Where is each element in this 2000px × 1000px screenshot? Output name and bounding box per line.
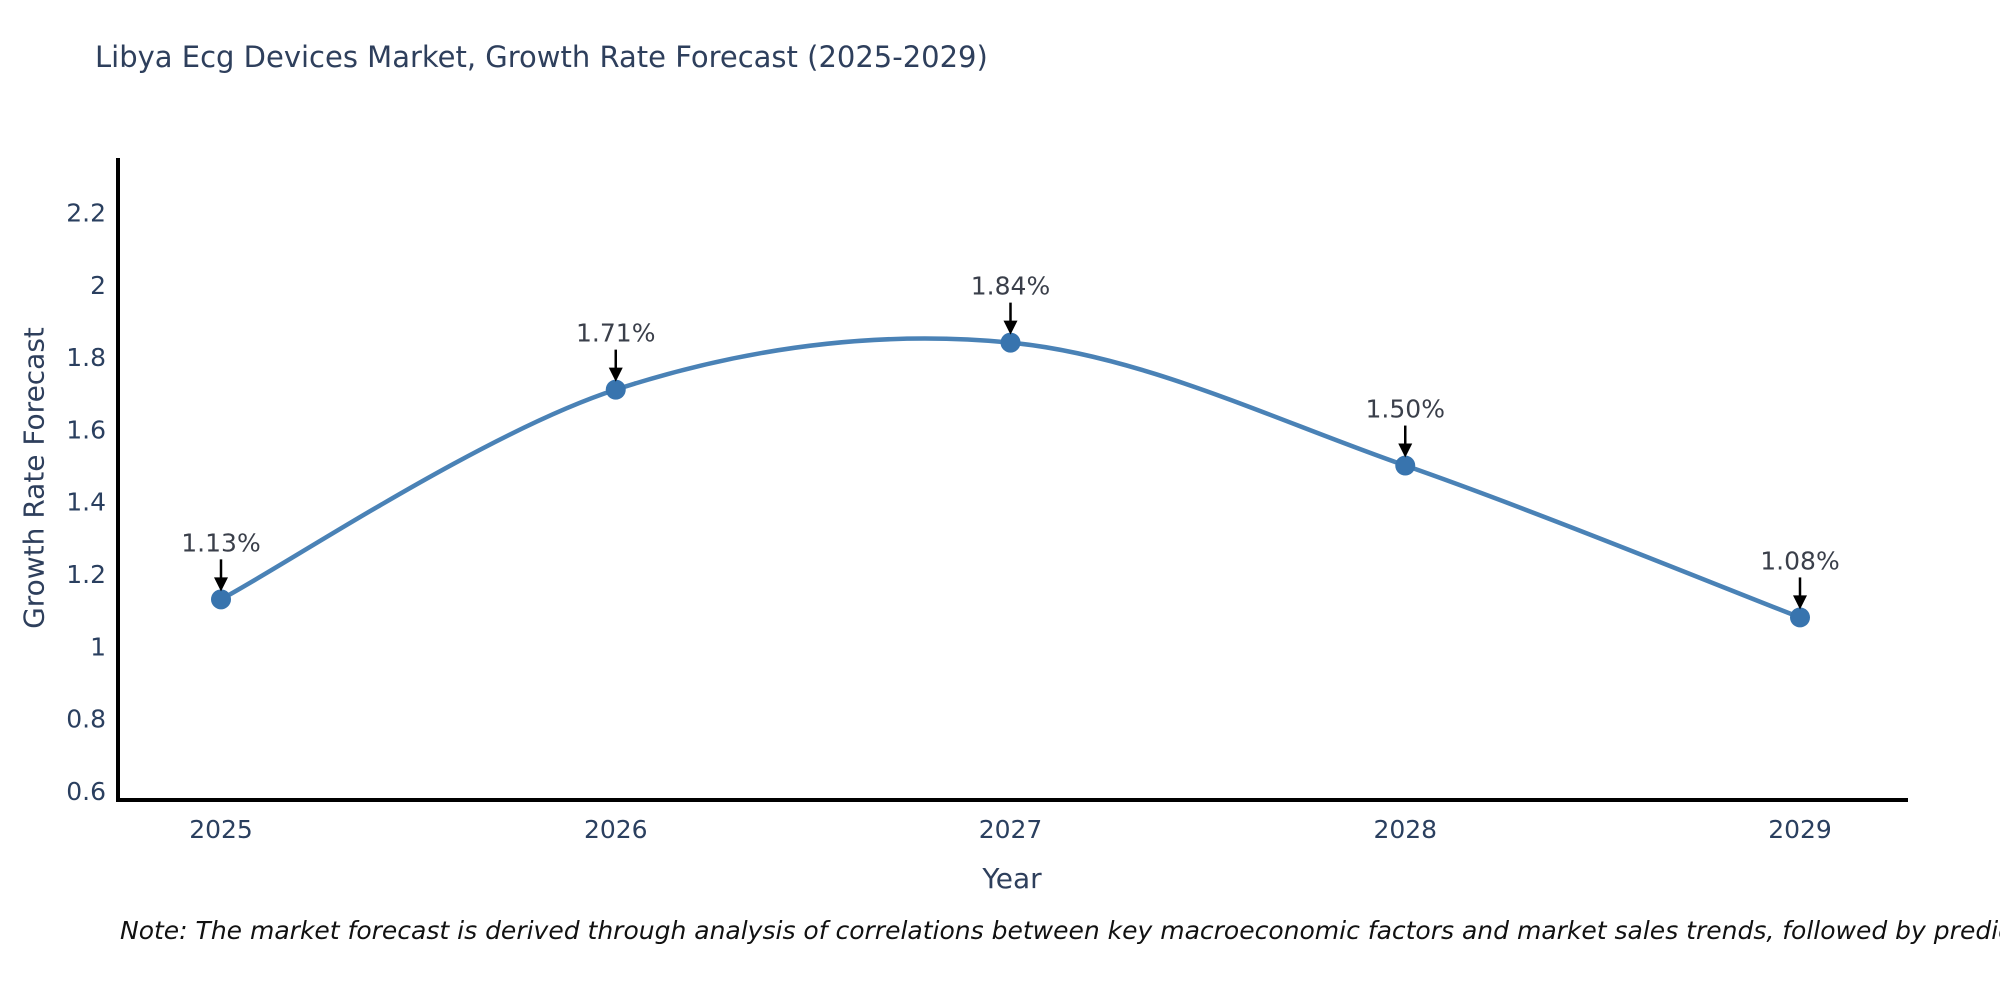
data-label-2026: 1.71% bbox=[576, 319, 655, 348]
y-tick-label: 2 bbox=[90, 271, 106, 300]
x-tick-label: 2025 bbox=[189, 815, 253, 844]
annotation-arrow-head bbox=[214, 577, 228, 592]
y-tick-label: 2.2 bbox=[66, 198, 106, 227]
data-label-2027: 1.84% bbox=[971, 272, 1050, 301]
annotation-arrow-head bbox=[1003, 320, 1018, 335]
annotation-arrow-head bbox=[608, 367, 623, 382]
y-tick-label: 1.6 bbox=[66, 415, 106, 444]
data-point-2028 bbox=[1395, 455, 1416, 476]
forecast-line bbox=[218, 336, 1803, 620]
y-tick-label: 1.4 bbox=[66, 488, 106, 517]
data-point-2025 bbox=[211, 589, 231, 610]
chart-title: Libya Ecg Devices Market, Growth Rate Fo… bbox=[95, 40, 988, 74]
data-point-2027 bbox=[1000, 332, 1021, 353]
annotation-arrow-head bbox=[1398, 443, 1413, 458]
y-tick-label: 1.2 bbox=[66, 560, 106, 589]
x-axis-label: Year bbox=[982, 862, 1042, 895]
x-tick-label: 2029 bbox=[1768, 815, 1832, 844]
y-axis-label: Growth Rate Forecast bbox=[17, 327, 51, 629]
data-label-2028: 1.50% bbox=[1366, 395, 1445, 424]
axis-lines bbox=[116, 158, 1908, 802]
y-tick-label: 1 bbox=[90, 632, 106, 661]
y-tick-label: 1.8 bbox=[66, 343, 106, 372]
data-point-2029 bbox=[1790, 607, 1810, 628]
data-label-2029: 1.08% bbox=[1760, 546, 1839, 575]
data-label-2025: 1.13% bbox=[181, 528, 260, 557]
footnote: Note: The market forecast is derived thr… bbox=[120, 916, 2000, 945]
data-point-2026 bbox=[605, 379, 626, 400]
x-tick-label: 2027 bbox=[979, 815, 1043, 844]
annotation-arrow-head bbox=[1793, 595, 1807, 610]
y-tick-label: 0.8 bbox=[66, 705, 106, 734]
y-tick-label: 0.6 bbox=[66, 777, 106, 806]
x-tick-label: 2028 bbox=[1373, 815, 1437, 844]
x-tick-label: 2026 bbox=[584, 815, 648, 844]
